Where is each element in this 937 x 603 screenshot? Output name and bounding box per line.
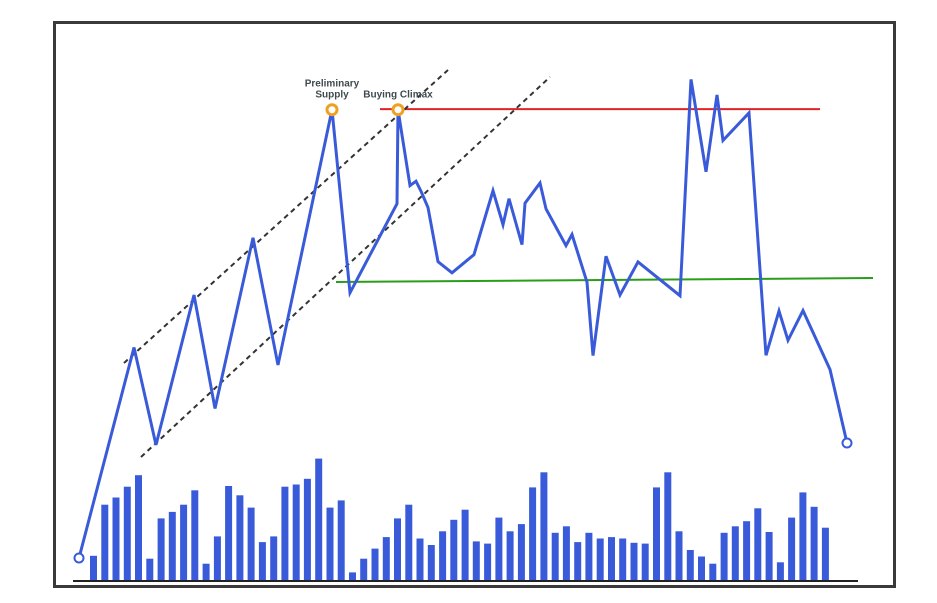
volume-bar: [551, 532, 559, 581]
volume-bar: [810, 506, 818, 581]
volume-bar: [281, 486, 289, 581]
volume-bar: [754, 508, 762, 581]
annotation-marker: [391, 103, 405, 117]
volume-bar: [202, 563, 210, 581]
volume-bar: [653, 487, 660, 581]
volume-bar: [484, 543, 492, 581]
channel-upper-line: [123, 69, 449, 364]
volume-bar: [562, 526, 570, 581]
volume-bar: [664, 472, 672, 581]
volume-bar: [236, 495, 244, 581]
volume-bar: [574, 542, 582, 581]
volume-bar: [495, 517, 503, 581]
volume-bar: [382, 537, 390, 581]
chart-frame: Preliminary Supply Buying Climax: [53, 21, 896, 588]
volume-bar: [405, 504, 413, 581]
volume-bar: [157, 518, 165, 581]
volume-bar: [101, 504, 109, 581]
volume-bar: [180, 504, 188, 581]
annotation-label: Supply: [315, 90, 349, 101]
volume-bar: [517, 524, 525, 581]
volume-bar: [439, 531, 447, 581]
markers: [73, 437, 853, 564]
volume-bar: [608, 537, 615, 581]
volume-bar: [394, 518, 401, 581]
volume-bar: [90, 555, 97, 581]
volume-bar: [529, 487, 537, 581]
volume-bar: [416, 538, 424, 581]
volume-bar: [472, 541, 480, 581]
volume-bar: [540, 472, 548, 581]
volume-bar: [698, 556, 705, 581]
volume-bar: [337, 500, 345, 581]
volume-bar: [709, 563, 717, 581]
volume-bar: [112, 497, 120, 581]
volume-bar: [461, 509, 469, 581]
volume-bar: [630, 542, 638, 581]
volume-bar: [168, 511, 176, 581]
volume-bar: [686, 550, 694, 581]
volume-bar: [731, 526, 739, 581]
volume-bar: [371, 548, 379, 581]
volume-bar: [641, 543, 649, 581]
volume-bar: [225, 486, 233, 581]
volume-bar: [123, 486, 131, 581]
volume-bar: [292, 484, 300, 581]
annotation-label: Buying Climax: [363, 90, 433, 101]
volume-bar: [675, 531, 683, 581]
volume-bar: [213, 536, 221, 581]
volume-bar: [788, 517, 796, 581]
volume-bar: [270, 536, 278, 581]
volume-bars: [90, 458, 829, 581]
annotation-marker: [325, 103, 339, 117]
volume-bar: [135, 475, 142, 581]
volume-bar: [743, 521, 751, 581]
volume-bar: [506, 531, 514, 581]
volume-bar: [303, 478, 311, 581]
channel-lower-line: [140, 76, 551, 458]
volume-bar: [720, 532, 728, 581]
volume-bar: [619, 538, 627, 581]
volume-bar: [585, 532, 593, 581]
volume-bar: [776, 562, 784, 581]
end-point-marker: [841, 437, 853, 449]
volume-bar: [349, 572, 356, 581]
volume-bar: [146, 558, 154, 581]
volume-bar: [360, 558, 368, 581]
volume-bar: [258, 542, 266, 581]
annotation-label: Preliminary: [305, 79, 360, 90]
volume-bar: [450, 519, 458, 581]
start-point-marker: [73, 552, 85, 564]
volume-bar: [191, 490, 199, 581]
volume-bar: [821, 527, 829, 581]
volume-bar: [596, 538, 604, 581]
volume-bar: [427, 545, 435, 581]
volume-bar: [247, 507, 255, 581]
volume-bar: [765, 532, 773, 581]
price-line: [77, 79, 849, 559]
volume-bar: [799, 492, 807, 581]
support-line: [335, 277, 874, 283]
volume-bar: [315, 458, 323, 581]
volume-bar: [326, 507, 334, 581]
